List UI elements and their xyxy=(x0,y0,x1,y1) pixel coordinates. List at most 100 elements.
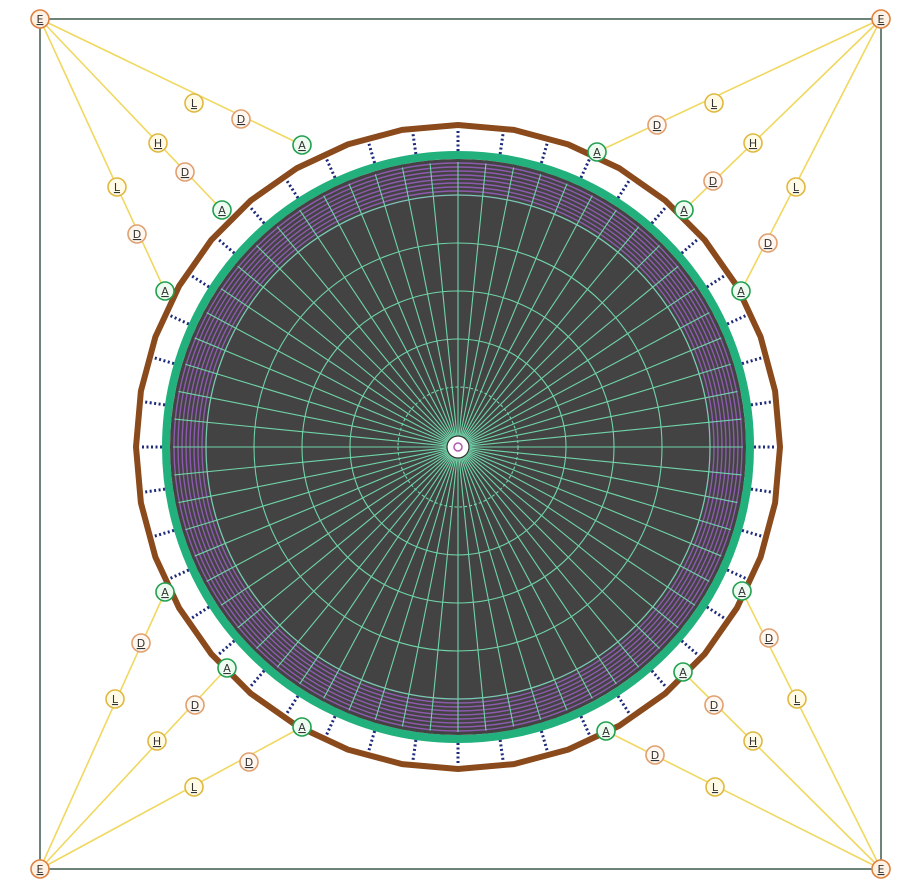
deck-spoke xyxy=(178,448,449,504)
deck-spoke xyxy=(462,195,593,439)
spring-link xyxy=(750,487,773,494)
damper-node-tl-d3: D xyxy=(127,224,147,244)
spring-link xyxy=(216,639,236,657)
spring-link xyxy=(726,313,748,326)
corner-node-bottom-left: E xyxy=(30,859,50,879)
deck-spoke xyxy=(466,288,696,442)
node-circle xyxy=(147,731,167,751)
link-node-tl-l1: L xyxy=(184,93,204,113)
node-circle xyxy=(212,200,232,220)
anchor-node-a4: A xyxy=(587,142,607,162)
spring-link xyxy=(168,313,190,326)
spring-link xyxy=(168,568,190,581)
anchor-node-a10: A xyxy=(732,581,752,601)
deck-spoke xyxy=(463,226,640,440)
spring-link xyxy=(152,355,175,366)
damper-node-tl-d2: D xyxy=(175,162,195,182)
spring-link xyxy=(726,568,748,581)
deck-spoke xyxy=(348,183,455,438)
spring-link xyxy=(616,178,632,199)
spring-link xyxy=(579,715,592,737)
deck-spoke xyxy=(178,390,449,446)
node-letter: D xyxy=(651,749,659,762)
anchor-node-a11: A xyxy=(673,662,693,682)
anchor-node-a6: A xyxy=(731,281,751,301)
node-circle xyxy=(731,281,751,301)
deck-spoke xyxy=(467,363,731,445)
spring-link xyxy=(248,669,266,689)
deck-spoke xyxy=(299,455,453,685)
spring-link xyxy=(539,141,550,164)
node-letter: L xyxy=(712,781,719,794)
deck-spoke xyxy=(174,418,449,447)
spring-link xyxy=(498,739,505,762)
deck-spoke xyxy=(220,452,450,606)
node-letter: E xyxy=(878,863,885,876)
node-letter: D xyxy=(245,756,253,769)
hub-node-tr-h: H xyxy=(743,133,763,153)
node-circle xyxy=(705,777,725,797)
center-pin-icon xyxy=(453,442,463,452)
deck-spoke xyxy=(237,452,451,629)
node-circle xyxy=(184,777,204,797)
node-letter: A xyxy=(680,204,688,217)
spring-link xyxy=(189,273,210,289)
deck-spoke xyxy=(256,245,452,441)
node-letter: A xyxy=(298,721,306,734)
node-letter: D xyxy=(137,637,145,650)
spring-link xyxy=(741,528,764,539)
node-letter: E xyxy=(878,13,885,26)
deck-spoke xyxy=(429,163,458,438)
deck-spoke xyxy=(466,312,710,443)
node-letter: L xyxy=(112,693,119,706)
node-letter: A xyxy=(223,662,231,675)
node-circle xyxy=(185,695,205,715)
deck-spoke xyxy=(174,447,449,476)
deck-spoke xyxy=(463,454,640,668)
deck-ring xyxy=(253,242,663,652)
node-circle xyxy=(30,9,50,29)
bumper-ring xyxy=(162,151,754,743)
link-node-tr-l2: L xyxy=(786,177,806,197)
link-node-bl-l1: L xyxy=(105,689,125,709)
link-node-br-l2: L xyxy=(705,777,725,797)
node-markers: E E E E L D H D L D L D H D L D D L D H D L D L D H D L A A A A A A A A A A A A xyxy=(30,9,891,879)
node-letter: D xyxy=(764,237,772,250)
deck-spoke xyxy=(459,456,515,727)
deck-spoke xyxy=(256,453,452,649)
center-hub xyxy=(446,435,470,459)
spring-link xyxy=(248,205,266,225)
deck-spoke xyxy=(458,163,487,438)
node-circle xyxy=(155,582,175,602)
anchor-node-a5: A xyxy=(674,200,694,220)
deck-spoke xyxy=(467,390,738,446)
spring-link xyxy=(650,669,668,689)
node-letter: D xyxy=(709,175,717,188)
node-circle xyxy=(587,142,607,162)
deck-spoke xyxy=(467,450,722,557)
link-node-bl-l2: L xyxy=(184,777,204,797)
node-circle xyxy=(704,695,724,715)
deck-ring xyxy=(205,194,711,700)
deck-spoke xyxy=(460,174,542,438)
node-letter: D xyxy=(765,632,773,645)
spring-link xyxy=(324,715,337,737)
node-circle xyxy=(596,721,616,741)
spring-link xyxy=(680,237,700,255)
deck-spoke xyxy=(459,167,515,438)
guy-line xyxy=(39,726,303,870)
hub-node-tl-h: H xyxy=(148,133,168,153)
damper-node-br-d2: D xyxy=(704,695,724,715)
deck-ring xyxy=(397,386,519,508)
spring-link xyxy=(741,355,764,366)
deck-ring xyxy=(349,338,567,556)
spring-link xyxy=(539,730,550,753)
node-letter: H xyxy=(749,137,757,150)
deck-spoke xyxy=(467,448,738,504)
node-letter: A xyxy=(161,586,169,599)
deck-spoke xyxy=(323,195,454,439)
outer-frame xyxy=(39,18,882,870)
node-circle xyxy=(871,859,891,879)
deck-spoke xyxy=(299,209,453,439)
spring-link xyxy=(680,639,700,657)
